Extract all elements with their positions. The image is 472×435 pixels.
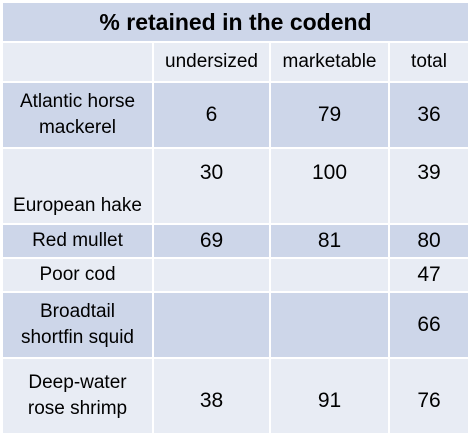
column-header-marketable: marketable — [270, 42, 390, 83]
table-row: Red mullet 69 81 80 — [3, 224, 471, 259]
species-name-line1: European hake — [13, 195, 142, 216]
species-name-line1: Poor cod — [39, 264, 116, 285]
column-header-species — [3, 42, 154, 83]
undersized-value: 6 — [153, 82, 271, 149]
undersized-value: 38 — [153, 358, 271, 435]
table-row: Deep-water rose shrimp 38 91 76 — [3, 358, 471, 435]
species-name-line1: Deep-water — [28, 372, 127, 393]
table-row: Poor cod 47 — [3, 258, 471, 293]
retention-table: % retained in the codend undersized mark… — [3, 3, 471, 435]
marketable-value: 81 — [270, 224, 390, 259]
marketable-value: 79 — [270, 82, 390, 149]
species-cell: Atlantic horse mackerel — [3, 82, 154, 149]
table-title-row: % retained in the codend — [3, 3, 471, 43]
species-cell: European hake — [3, 148, 154, 225]
species-name-line2: shortfin squid — [20, 327, 134, 348]
column-header-total: total — [389, 42, 471, 83]
marketable-value — [270, 258, 390, 293]
undersized-value: 30 — [153, 148, 271, 225]
table-row: European hake 30 100 39 — [3, 148, 471, 225]
marketable-value — [270, 292, 390, 359]
species-cell: Broadtail shortfin squid — [3, 292, 154, 359]
species-cell: Poor cod — [3, 258, 154, 293]
table-title: % retained in the codend — [3, 3, 471, 43]
total-value: 80 — [389, 224, 471, 259]
total-value: 36 — [389, 82, 471, 149]
species-name-line2: mackerel — [38, 117, 117, 138]
total-value: 47 — [389, 258, 471, 293]
species-name-line1: Atlantic horse — [19, 91, 136, 112]
table-row: Atlantic horse mackerel 6 79 36 — [3, 82, 471, 149]
retention-table-container: % retained in the codend undersized mark… — [3, 3, 471, 435]
species-name-line2: rose shrimp — [27, 398, 128, 419]
total-value: 39 — [389, 148, 471, 225]
undersized-value: 69 — [153, 224, 271, 259]
total-value: 76 — [389, 358, 471, 435]
total-value: 66 — [389, 292, 471, 359]
column-header-row: undersized marketable total — [3, 42, 471, 83]
species-cell: Deep-water rose shrimp — [3, 358, 154, 435]
species-name-line1: Red mullet — [32, 230, 123, 251]
undersized-value — [153, 258, 271, 293]
table-row: Broadtail shortfin squid 66 — [3, 292, 471, 359]
species-cell: Red mullet — [3, 224, 154, 259]
undersized-value — [153, 292, 271, 359]
marketable-value: 91 — [270, 358, 390, 435]
column-header-undersized: undersized — [153, 42, 271, 83]
species-name-line1: Broadtail — [40, 301, 115, 322]
marketable-value: 100 — [270, 148, 390, 225]
